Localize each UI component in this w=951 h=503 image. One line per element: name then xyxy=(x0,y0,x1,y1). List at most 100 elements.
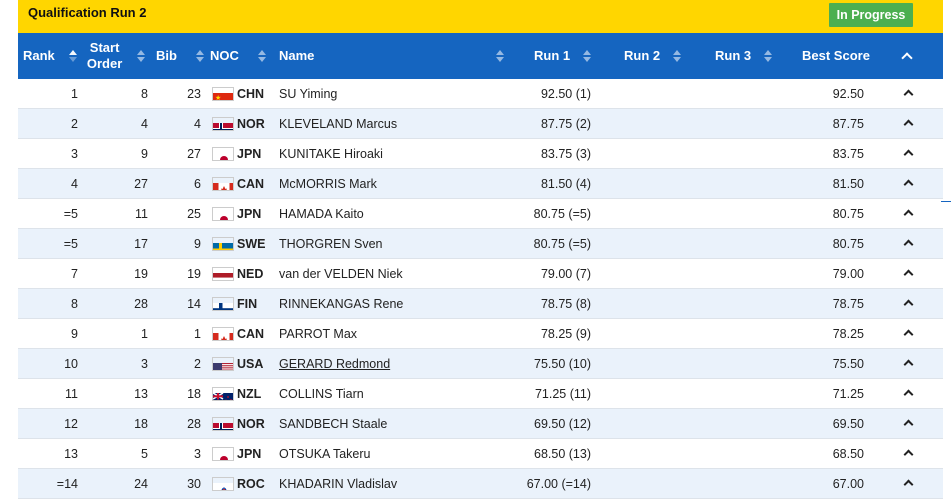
chevron-up-icon[interactable] xyxy=(903,329,914,340)
athlete-name-text: THORGREN Sven xyxy=(279,237,383,251)
chevron-up-icon[interactable] xyxy=(903,419,914,430)
chevron-up-icon[interactable] xyxy=(903,389,914,400)
athlete-name: SU Yiming xyxy=(279,79,337,109)
run2-cell xyxy=(618,259,678,289)
athlete-name-text: PARROT Max xyxy=(279,327,358,341)
run1-cell: 67.00 (=14) xyxy=(526,477,591,491)
noc-code: NED xyxy=(237,267,264,281)
run1-cell: 92.50 (1) xyxy=(540,87,591,101)
chevron-up-icon[interactable] xyxy=(903,89,914,100)
rank-cell: 8 xyxy=(71,297,78,311)
col-run2[interactable]: Run 2 xyxy=(624,33,682,79)
col-best-score[interactable]: Best Score xyxy=(802,33,870,79)
noc-code: NOR xyxy=(237,117,265,131)
col-rank[interactable]: Rank xyxy=(23,33,78,79)
noc-cell: NZL xyxy=(212,379,261,409)
sort-icon[interactable] xyxy=(68,49,78,63)
run2-cell xyxy=(618,379,678,409)
run3-cell xyxy=(708,169,768,199)
run3-cell xyxy=(708,409,768,439)
chevron-up-icon[interactable] xyxy=(903,479,914,490)
table-row[interactable]: =14 24 30 ROC KHADARIN Vladislav 67.00 (=14) 6… xyxy=(18,469,943,499)
run1-cell: 81.50 (4) xyxy=(540,177,591,191)
table-row[interactable]: 2 4 4 NOR KLEVELAND Marcus 87.75 (2) 87.75 xyxy=(18,109,943,139)
col-bib[interactable]: Bib xyxy=(156,33,205,79)
chevron-up-icon[interactable] xyxy=(903,239,914,250)
athlete-name: COLLINS Tiarn xyxy=(279,379,364,409)
col-start-order[interactable]: Start Order xyxy=(86,33,146,79)
sort-icon[interactable] xyxy=(496,49,505,63)
table-row[interactable]: 4 27 6 CAN McMORRIS Mark 81.50 (4) 81.50 xyxy=(18,169,943,199)
divider xyxy=(941,201,951,202)
sort-icon[interactable] xyxy=(583,49,592,63)
run1-cell: 68.50 (13) xyxy=(534,447,591,461)
chevron-up-icon[interactable] xyxy=(903,179,914,190)
run1-cell: 79.00 (7) xyxy=(540,267,591,281)
start-order-cell: 1 xyxy=(141,327,148,341)
fin-flag-icon xyxy=(212,297,234,311)
run3-cell xyxy=(708,199,768,229)
col-noc[interactable]: NOC xyxy=(210,33,267,79)
sort-icon[interactable] xyxy=(673,49,682,63)
collapse-all-button[interactable] xyxy=(901,33,913,79)
chevron-up-icon[interactable] xyxy=(903,299,914,310)
table-row[interactable]: 3 9 27 JPN KUNITAKE Hiroaki 83.75 (3) 83.75 xyxy=(18,139,943,169)
chevron-up-icon[interactable] xyxy=(903,149,914,160)
athlete-name-text: SANDBECH Staale xyxy=(279,417,388,431)
chevron-up-icon[interactable] xyxy=(903,209,914,220)
run1-cell: 69.50 (12) xyxy=(534,417,591,431)
noc-cell: JPN xyxy=(212,199,261,229)
noc-cell: ROC xyxy=(212,469,265,499)
col-bib-label: Bib xyxy=(156,48,177,63)
athlete-name-text[interactable]: GERARD Redmond xyxy=(279,357,391,371)
run2-cell xyxy=(618,79,678,109)
chevron-up-icon[interactable] xyxy=(903,359,914,370)
start-order-cell: 4 xyxy=(141,117,148,131)
chevron-up-icon[interactable] xyxy=(903,119,914,130)
run3-cell xyxy=(708,229,768,259)
table-row[interactable]: =5 17 9 SWE THORGREN Sven 80.75 (=5) 80.75 xyxy=(18,229,943,259)
sort-icon[interactable] xyxy=(257,49,267,63)
col-run1[interactable]: Run 1 xyxy=(534,33,592,79)
best-score-cell: 80.75 xyxy=(832,237,864,251)
athlete-name: SANDBECH Staale xyxy=(279,409,387,439)
table-row[interactable]: 1 8 23 ★ CHN SU Yiming 92.50 (1) 92.50 xyxy=(18,79,943,109)
table-row[interactable]: 12 18 28 NOR SANDBECH Staale 69.50 (12) 69.50 xyxy=(18,409,943,439)
athlete-name[interactable]: GERARD Redmond xyxy=(279,349,390,379)
sort-icon[interactable] xyxy=(764,49,773,63)
col-run3[interactable]: Run 3 xyxy=(715,33,773,79)
run3-cell xyxy=(708,289,768,319)
run3-cell xyxy=(708,349,768,379)
rank-cell: 12 xyxy=(64,417,78,431)
athlete-name: HAMADA Kaito xyxy=(279,199,364,229)
bib-cell: 18 xyxy=(187,387,201,401)
chevron-up-icon xyxy=(901,52,913,64)
chevron-up-icon[interactable] xyxy=(903,449,914,460)
table-row[interactable]: 8 28 14 FIN RINNEKANGAS Rene 78.75 (8) 78.75 xyxy=(18,289,943,319)
run2-cell xyxy=(618,199,678,229)
col-rank-label: Rank xyxy=(23,48,55,63)
table-row[interactable]: =5 11 25 JPN HAMADA Kaito 80.75 (=5) 80.75 xyxy=(18,199,943,229)
rank-cell: 4 xyxy=(71,177,78,191)
col-name[interactable]: Name xyxy=(279,33,505,79)
rank-cell: 3 xyxy=(71,147,78,161)
table-row[interactable]: 13 5 3 JPN OTSUKA Takeru 68.50 (13) 68.50 xyxy=(18,439,943,469)
chevron-up-icon[interactable] xyxy=(903,269,914,280)
run1-cell: 71.25 (11) xyxy=(534,387,591,401)
sort-icon[interactable] xyxy=(137,49,146,63)
table-row[interactable]: 7 19 19 NED van der VELDEN Niek 79.00 (7) 79.0… xyxy=(18,259,943,289)
start-order-cell: 3 xyxy=(141,357,148,371)
athlete-name-text: OTSUKA Takeru xyxy=(279,447,371,461)
noc-cell: NOR xyxy=(212,409,265,439)
noc-cell: ★ CHN xyxy=(212,79,264,109)
athlete-name: KLEVELAND Marcus xyxy=(279,109,397,139)
athlete-name-text: van der VELDEN Niek xyxy=(279,267,403,281)
table-row[interactable]: 10 3 2 USA GERARD Redmond 75.50 (10) 75.50 xyxy=(18,349,943,379)
rank-cell: =5 xyxy=(63,207,78,221)
athlete-name-text: McMORRIS Mark xyxy=(279,177,377,191)
sort-icon[interactable] xyxy=(195,49,205,63)
noc-cell: USA xyxy=(212,349,263,379)
table-row[interactable]: 9 1 1 CAN PARROT Max 78.25 (9) 78.25 xyxy=(18,319,943,349)
table-row[interactable]: 11 13 18 NZL COLLINS Tiarn 71.25 (11) 71.25 xyxy=(18,379,943,409)
best-score-cell: 78.25 xyxy=(832,327,864,341)
